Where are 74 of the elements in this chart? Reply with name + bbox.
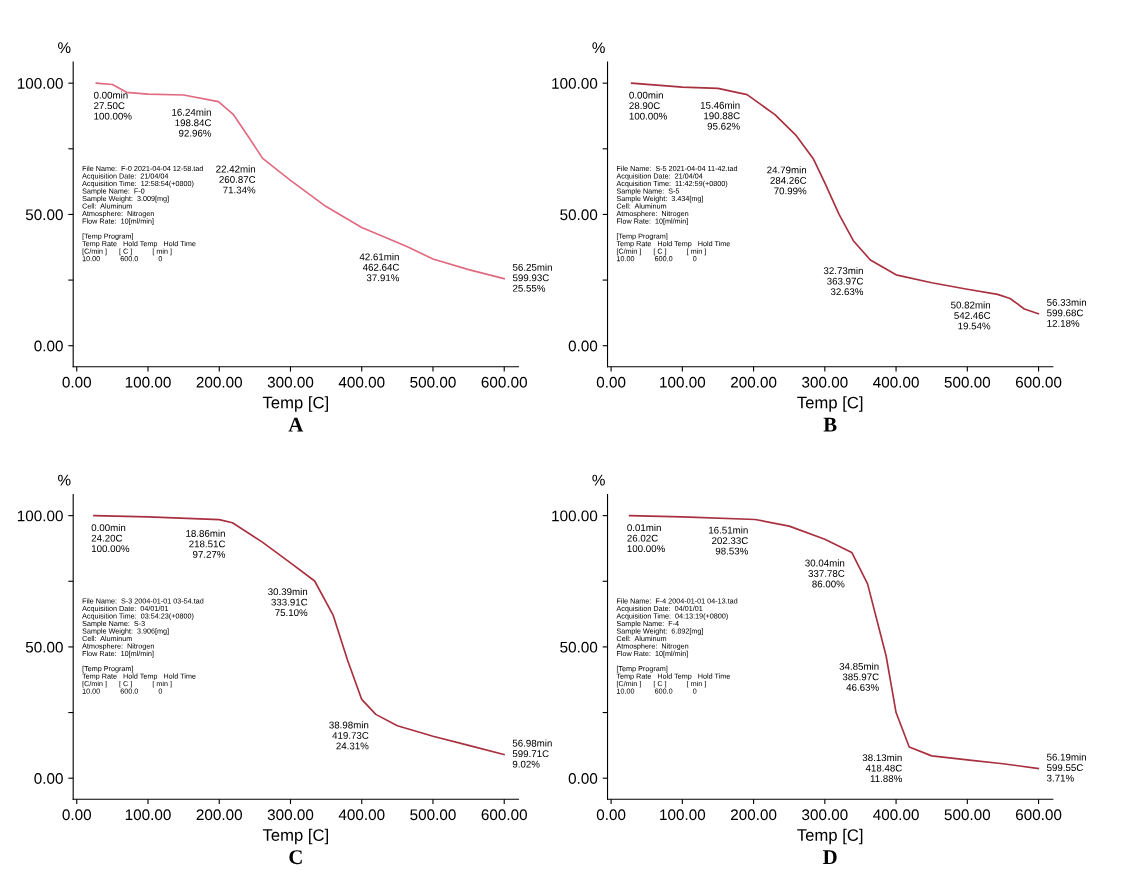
x-tick-label: 100.00 bbox=[125, 809, 171, 821]
x-tick-label: 600.00 bbox=[1015, 376, 1062, 388]
y-tick-label: 100.00 bbox=[552, 78, 598, 89]
annotation: 16.24min 198.84C 92.96% bbox=[172, 108, 212, 137]
x-tick-label: 300.00 bbox=[267, 809, 314, 821]
x-tick-label: 0.00 bbox=[596, 376, 626, 388]
y-tick-label: 0.00 bbox=[34, 340, 63, 352]
x-tick-label: 500.00 bbox=[944, 809, 991, 821]
annotation: 0.00min 24.20C 100.00% bbox=[91, 523, 130, 553]
x-axis-title: Temp [C] bbox=[262, 828, 328, 845]
annotation: 0.00min 28.90C 100.00% bbox=[629, 91, 667, 120]
annotation: 56.19min 599.55C 3.71% bbox=[1046, 753, 1086, 782]
text: B bbox=[823, 417, 837, 432]
annotation: 30.39min 333.91C 75.10% bbox=[268, 587, 308, 617]
y-axis-title: % bbox=[58, 474, 71, 486]
x-tick-label: 100.00 bbox=[660, 376, 706, 388]
x-tick-label: 600.00 bbox=[481, 376, 527, 388]
x-tick-label: 100.00 bbox=[125, 376, 171, 388]
annotation: 38.98min 419.73C 24.31% bbox=[329, 721, 369, 750]
x-tick-label: 400.00 bbox=[873, 376, 919, 388]
text: A bbox=[288, 417, 304, 432]
x-tick-label: 300.00 bbox=[267, 376, 314, 388]
x-axis-title: Temp [C] bbox=[262, 396, 328, 412]
x-tick-label: 100.00 bbox=[660, 809, 706, 821]
x-tick-label: 500.00 bbox=[410, 809, 456, 821]
annotation: 32.73min 363.97C 32.63% bbox=[823, 266, 864, 296]
x-tick-label: 400.00 bbox=[338, 809, 385, 821]
x-tick-label: 400.00 bbox=[338, 376, 385, 388]
x-axis-title: Temp [C] bbox=[797, 828, 863, 845]
annotation: 24.79min 284.26C 70.99% bbox=[767, 166, 807, 195]
x-tick-label: 500.00 bbox=[410, 376, 456, 388]
annotation: 50.82min 542.46C 19.54% bbox=[951, 301, 991, 330]
x-tick-label: 300.00 bbox=[802, 376, 848, 388]
x-tick-label: 600.00 bbox=[1015, 809, 1062, 821]
x-tick-label: 200.00 bbox=[196, 809, 243, 821]
annotation: 56.25min 599.93C 25.55% bbox=[512, 263, 552, 292]
y-axis-title: % bbox=[58, 42, 71, 53]
annotation: 15.46min 190.88C 95.62% bbox=[700, 101, 740, 130]
annotation: 18.86min 218.51C 97.27% bbox=[186, 529, 226, 558]
y-tick-label: 0.00 bbox=[568, 773, 598, 784]
x-axis-title: Temp [C] bbox=[797, 396, 863, 412]
y-tick-label: 50.00 bbox=[25, 209, 63, 221]
annotation: 22.42min 260.87C 71.34% bbox=[216, 165, 256, 194]
y-tick-label: 50.00 bbox=[560, 641, 598, 653]
x-tick-label: 200.00 bbox=[730, 376, 777, 388]
y-axis-title: % bbox=[592, 42, 605, 53]
y-tick-label: 100.00 bbox=[552, 510, 598, 522]
y-tick-label: 100.00 bbox=[17, 78, 63, 89]
y-tick-label: 0.00 bbox=[568, 340, 598, 352]
y-tick-label: 0.00 bbox=[34, 773, 63, 784]
annotation: 56.98min 599.71C 9.02% bbox=[512, 739, 552, 768]
x-tick-label: 600.00 bbox=[481, 809, 527, 821]
y-tick-label: 50.00 bbox=[25, 641, 63, 653]
annotation: 34.85min 385.97C 46.63% bbox=[839, 662, 879, 691]
annotation: 0.01min 26.02C 100.00% bbox=[627, 523, 665, 553]
x-tick-label: 200.00 bbox=[196, 376, 243, 388]
y-tick-label: 50.00 bbox=[560, 209, 598, 221]
annotation: 0.00min 27.50C 100.00% bbox=[93, 91, 132, 120]
annotation: 42.61min 462.64C 37.91% bbox=[359, 253, 400, 282]
x-tick-label: 300.00 bbox=[802, 809, 848, 821]
annotation: 38.13min 418.48C 11.88% bbox=[862, 753, 902, 783]
y-tick-label: 100.00 bbox=[17, 510, 63, 522]
x-tick-label: 0.00 bbox=[62, 809, 92, 821]
x-tick-label: 0.00 bbox=[62, 376, 92, 388]
x-tick-label: 0.00 bbox=[596, 809, 626, 821]
x-tick-label: 400.00 bbox=[873, 809, 919, 821]
x-tick-label: 500.00 bbox=[944, 376, 991, 388]
x-tick-label: 200.00 bbox=[730, 809, 777, 821]
annotation: 30.04min 337.78C 86.00% bbox=[805, 559, 845, 588]
y-axis-title: % bbox=[592, 474, 605, 486]
text: C bbox=[289, 850, 302, 865]
text: D bbox=[823, 850, 837, 864]
annotation: 16.51min 202.33C 98.53% bbox=[709, 526, 748, 555]
annotation: 56.33min 599.68C 12.18% bbox=[1047, 298, 1087, 327]
